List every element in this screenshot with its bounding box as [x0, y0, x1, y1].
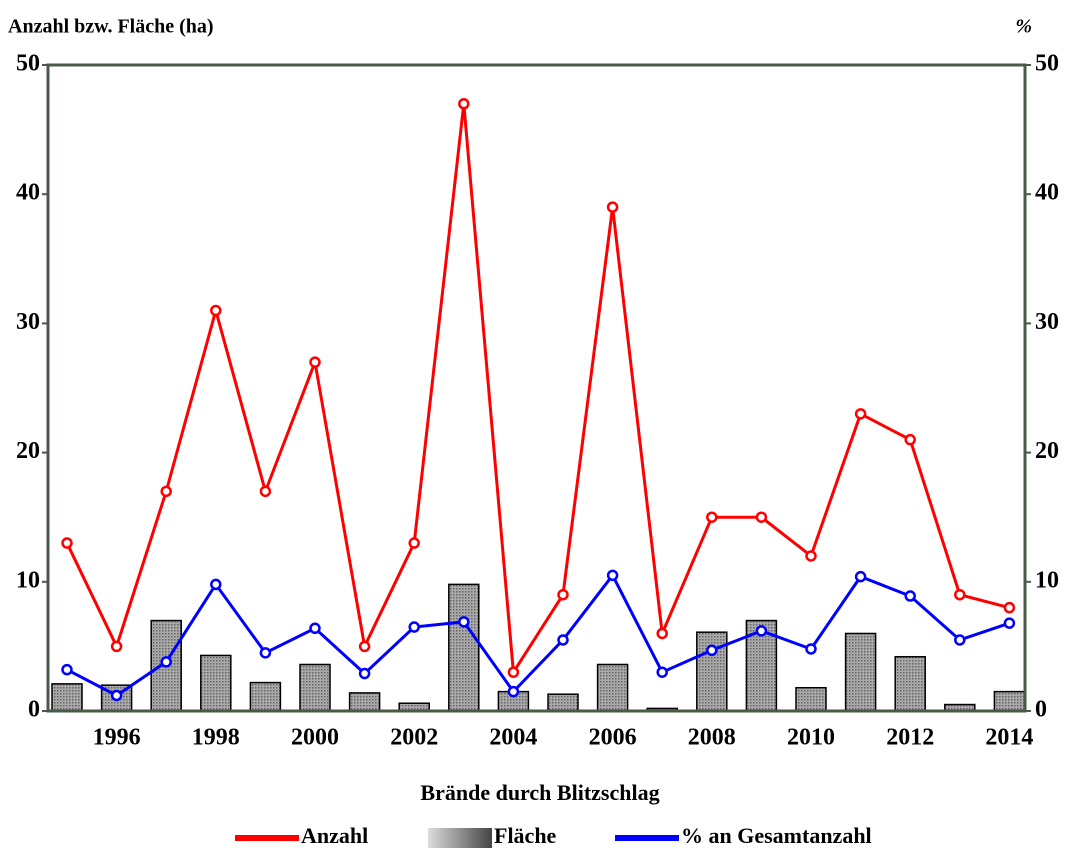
- x-tick-label: 2006: [589, 725, 637, 751]
- marker: [160, 656, 172, 668]
- y2-tick-label: 50: [1035, 51, 1059, 77]
- marker: [1003, 617, 1016, 629]
- bar: [200, 654, 232, 712]
- y-tick-label: 50: [16, 51, 40, 77]
- marker: [854, 408, 867, 420]
- marker: [706, 511, 718, 523]
- marker: [1003, 601, 1016, 614]
- x-tick-label: 2014: [985, 725, 1033, 751]
- y2-tick-label: 20: [1035, 438, 1059, 464]
- bar: [844, 632, 877, 712]
- y-tick-label: 20: [16, 438, 40, 464]
- marker: [358, 667, 371, 680]
- marker: [805, 643, 817, 655]
- marker: [854, 570, 867, 583]
- y2-tick-label: 0: [1035, 697, 1047, 723]
- y-tick-label: 40: [16, 180, 40, 206]
- marker: [210, 578, 222, 591]
- marker: [557, 588, 569, 601]
- marker: [755, 625, 768, 637]
- marker: [557, 634, 569, 646]
- x-tick-label: 2002: [390, 725, 438, 751]
- bar: [51, 683, 83, 712]
- marker: [110, 689, 123, 702]
- marker: [309, 622, 321, 635]
- marker: [507, 666, 520, 678]
- x-tick-label: 2000: [291, 725, 339, 751]
- marker: [408, 537, 420, 549]
- marker: [358, 640, 371, 653]
- plot-area: [48, 65, 1025, 711]
- marker: [160, 485, 172, 498]
- y2-tick-label: 30: [1035, 309, 1059, 335]
- marker: [259, 647, 272, 659]
- x-tick-label: 2012: [886, 725, 934, 751]
- legend-label: % an Gesamtanzahl: [681, 823, 872, 848]
- bar: [299, 663, 331, 712]
- marker: [954, 588, 966, 601]
- marker: [656, 627, 668, 640]
- marker: [656, 666, 668, 678]
- marker: [904, 590, 916, 602]
- marker: [458, 98, 470, 110]
- y-tick-label: 10: [16, 567, 40, 593]
- bar: [348, 692, 381, 712]
- y-axis-label: Anzahl bzw. Fläche (ha): [8, 16, 214, 38]
- marker: [210, 304, 222, 317]
- x-tick-label: 2008: [688, 725, 736, 751]
- bar: [894, 655, 926, 712]
- y-tick-label: 0: [28, 697, 40, 723]
- legend-label: Anzahl: [301, 823, 368, 848]
- x-tick-label: 1998: [192, 725, 240, 751]
- marker: [408, 621, 420, 633]
- marker: [606, 569, 619, 582]
- x-tick-label: 2004: [489, 725, 537, 751]
- marker: [458, 616, 470, 628]
- x-tick-label: 2010: [787, 725, 835, 751]
- marker: [507, 685, 520, 698]
- marker: [954, 634, 966, 646]
- marker: [259, 485, 272, 498]
- legend-label: Fläche: [494, 823, 557, 848]
- y2-tick-label: 10: [1035, 567, 1059, 593]
- bar: [795, 686, 827, 712]
- x-axis-label: Brände durch Blitzschlag: [420, 780, 659, 805]
- marker: [309, 356, 321, 368]
- y-tick-label: 30: [16, 309, 40, 335]
- marker: [805, 550, 817, 562]
- y2-tick-label: 40: [1035, 180, 1059, 206]
- bar: [547, 693, 579, 712]
- legend-swatch: [235, 835, 299, 841]
- plot-border: [46, 63, 1027, 713]
- line: [66, 572, 1010, 698]
- bar: [993, 690, 1026, 712]
- legend-swatch: [428, 828, 492, 848]
- marker: [606, 201, 619, 213]
- marker: [706, 644, 718, 657]
- marker: [61, 537, 73, 549]
- marker: [110, 640, 123, 653]
- line: [65, 103, 1010, 677]
- y2-axis-label: %: [1015, 16, 1032, 38]
- bar: [448, 583, 480, 712]
- bar: [596, 663, 629, 712]
- bar: [249, 681, 282, 712]
- legend-swatch: [615, 835, 679, 841]
- marker: [904, 433, 916, 446]
- marker: [755, 511, 768, 523]
- x-tick-label: 1996: [93, 725, 141, 751]
- marker: [61, 663, 73, 676]
- bar: [696, 631, 728, 712]
